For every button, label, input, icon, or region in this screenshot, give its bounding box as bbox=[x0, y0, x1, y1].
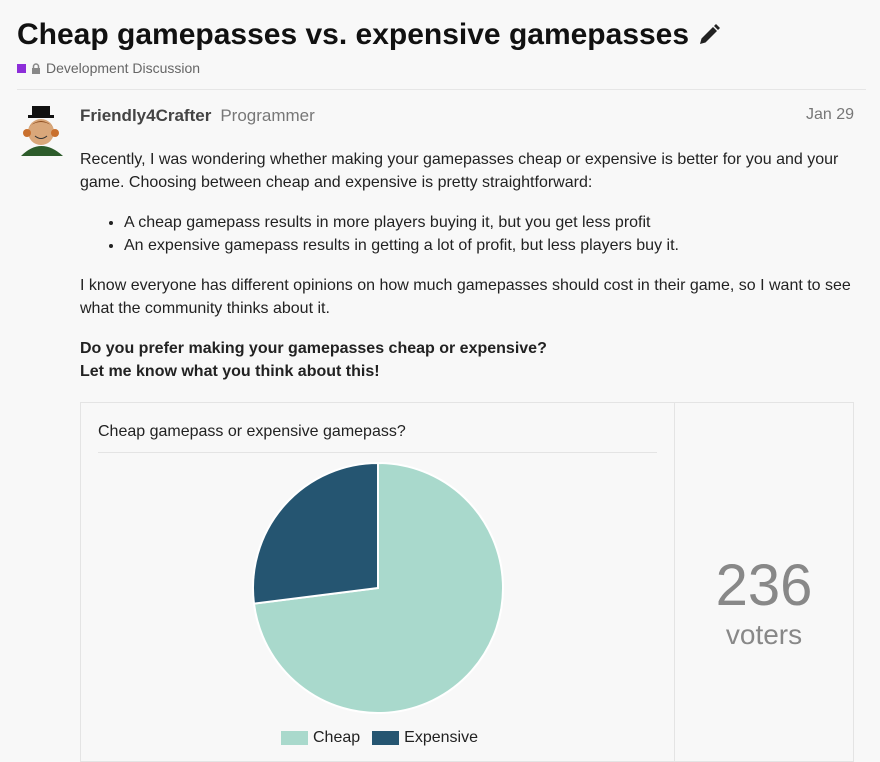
username[interactable]: Friendly4Crafter bbox=[80, 106, 212, 125]
poll-question: Cheap gamepass or expensive gamepass? bbox=[98, 423, 406, 440]
divider bbox=[17, 89, 866, 90]
poll: Cheap gamepass or expensive gamepass? Ch… bbox=[80, 402, 854, 762]
category-color bbox=[17, 63, 26, 73]
pie-chart bbox=[252, 461, 504, 714]
divider bbox=[674, 403, 675, 761]
bullet-list: A cheap gamepass results in more players… bbox=[124, 211, 860, 257]
legend-item-cheap: Cheap bbox=[281, 729, 360, 747]
pie-slice-expensive bbox=[252, 461, 379, 605]
topic-title: Cheap gamepasses vs. expensive gamepasse… bbox=[17, 18, 721, 52]
avatar[interactable] bbox=[19, 106, 65, 158]
voter-count: 236 voters bbox=[715, 553, 813, 650]
lock-icon bbox=[32, 62, 40, 74]
post-body: Recently, I was wondering whether making… bbox=[80, 148, 860, 400]
user-title: Programmer bbox=[220, 106, 315, 125]
list-item: A cheap gamepass results in more players… bbox=[124, 211, 860, 234]
category-badge[interactable]: Development Discussion bbox=[17, 60, 200, 76]
list-item: An expensive gamepass results in getting… bbox=[124, 234, 860, 257]
divider bbox=[98, 452, 657, 453]
legend-item-expensive: Expensive bbox=[372, 729, 478, 747]
post-author: Friendly4Crafter Programmer bbox=[80, 106, 315, 126]
post-date[interactable]: Jan 29 bbox=[805, 106, 854, 123]
pencil-icon[interactable] bbox=[697, 23, 721, 47]
legend: Cheap Expensive bbox=[281, 729, 478, 747]
